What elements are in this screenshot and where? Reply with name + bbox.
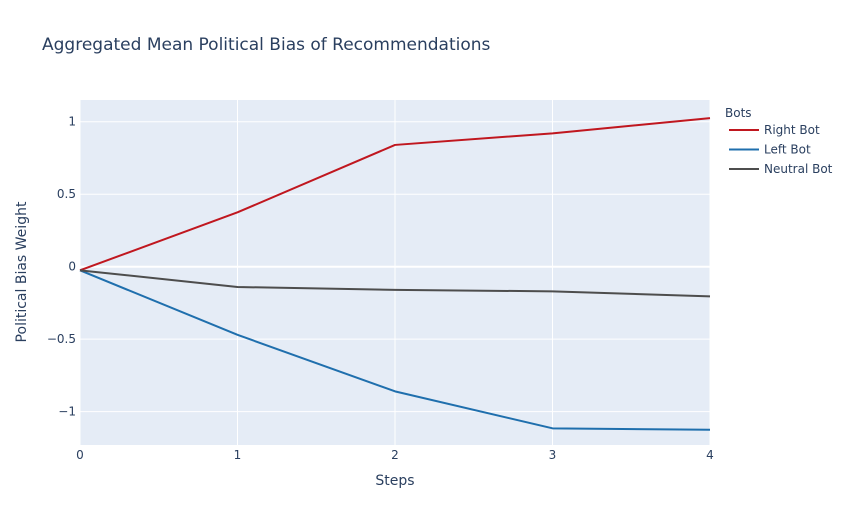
- legend-title: Bots: [725, 106, 752, 120]
- legend-label: Neutral Bot: [764, 162, 833, 176]
- series-line-right-bot: [79, 117, 711, 272]
- x-axis-title: Steps: [375, 473, 414, 489]
- x-tick-label: 0: [76, 448, 84, 462]
- y-tick-label: 1: [68, 115, 76, 129]
- legend-item-neutral-bot[interactable]: Neutral Bot: [729, 162, 833, 176]
- series-line-left-bot: [79, 269, 711, 431]
- legend-label: Right Bot: [764, 123, 820, 137]
- y-axis-title: Political Bias Weight: [14, 201, 30, 342]
- y-tick-label: 0.5: [57, 187, 76, 201]
- x-tick-labels: 0 1 2 3 4: [76, 448, 714, 462]
- x-tick-label: 4: [706, 448, 714, 462]
- series-line-neutral-bot: [79, 269, 711, 298]
- chart-title: Aggregated Mean Political Bias of Recomm…: [42, 35, 491, 55]
- y-tick-label: −1: [58, 405, 76, 419]
- x-tick-label: 2: [391, 448, 399, 462]
- y-tick-label: 0: [68, 260, 76, 274]
- gridlines: [79, 100, 711, 445]
- y-tick-label: −0.5: [47, 332, 76, 346]
- series-lines: [79, 117, 711, 431]
- legend-item-right-bot[interactable]: Right Bot: [729, 123, 820, 137]
- x-tick-label: 1: [234, 448, 242, 462]
- legend-item-left-bot[interactable]: Left Bot: [729, 143, 811, 157]
- y-tick-labels: 1 0.5 0 −0.5 −1: [47, 115, 76, 419]
- legend[interactable]: Bots Right Bot Left Bot Neutral Bot: [725, 106, 833, 176]
- legend-label: Left Bot: [764, 143, 811, 157]
- x-tick-label: 3: [549, 448, 557, 462]
